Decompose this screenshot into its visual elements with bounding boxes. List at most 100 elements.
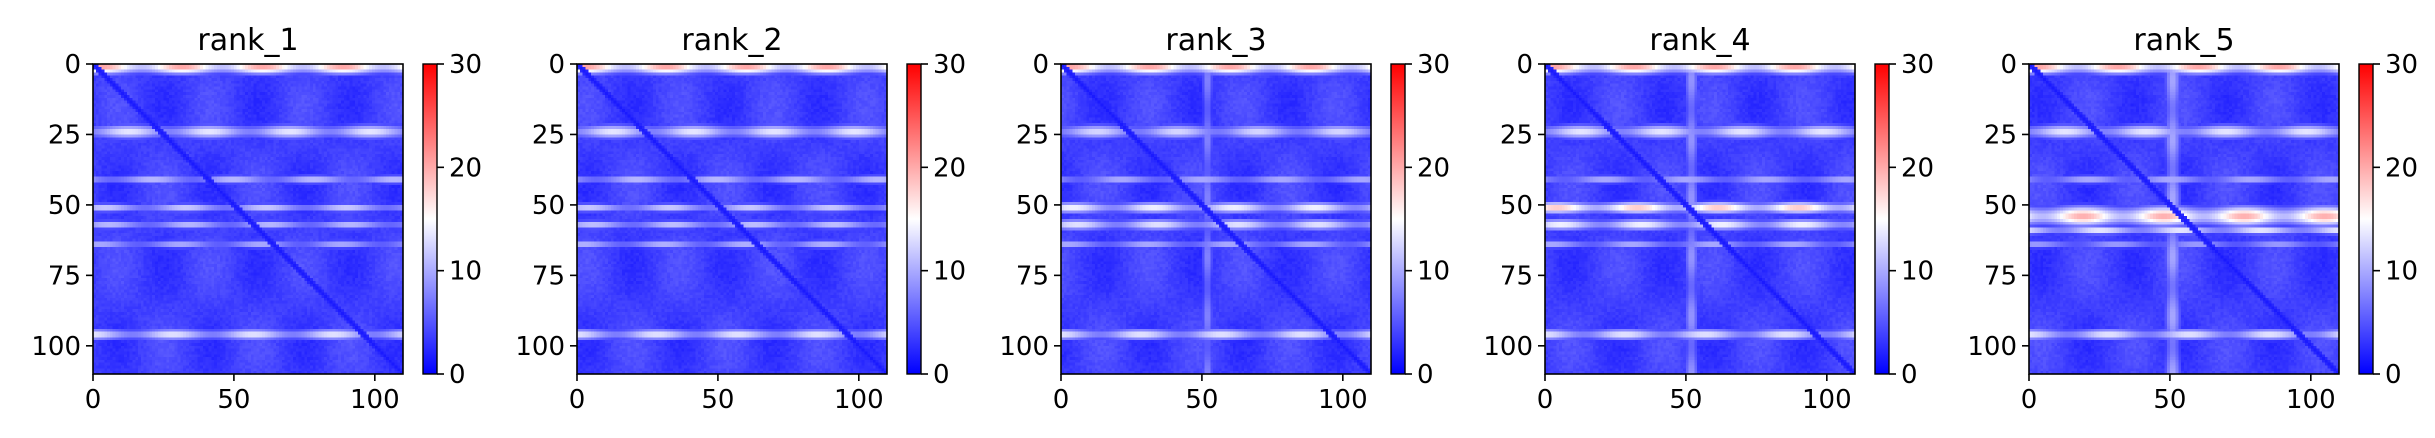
heatmap-cell <box>344 81 347 84</box>
heatmap-cell <box>256 70 259 73</box>
heatmap-cell <box>228 132 231 135</box>
heatmap-cell <box>248 101 251 104</box>
heatmap-cell <box>180 126 183 129</box>
heatmap-cell <box>163 115 166 118</box>
heatmap-cell <box>116 154 119 157</box>
heatmap-cell <box>378 118 381 121</box>
heatmap-cell <box>395 67 398 70</box>
heatmap-cell <box>217 72 220 75</box>
heatmap-cell <box>335 67 338 70</box>
heatmap-cell <box>225 120 228 123</box>
heatmap-cell <box>245 115 248 118</box>
heatmap-cell <box>259 146 262 149</box>
heatmap-cell <box>211 78 214 81</box>
heatmap-cell <box>240 78 243 81</box>
heatmap-cell <box>324 112 327 115</box>
heatmap-cell <box>392 89 395 92</box>
heatmap-cell <box>265 112 268 115</box>
heatmap-cell <box>321 89 324 92</box>
heatmap-cell <box>135 118 138 121</box>
heatmap-cell <box>296 109 299 112</box>
heatmap-cell <box>203 75 206 78</box>
heatmap-cell <box>169 103 172 106</box>
heatmap-cell <box>240 81 243 84</box>
heatmap-cell <box>186 132 189 135</box>
heatmap-cell <box>217 134 220 137</box>
heatmap-cell <box>130 126 133 129</box>
heatmap-cell <box>254 115 257 118</box>
heatmap-cell <box>138 137 141 140</box>
heatmap-cell <box>206 118 209 121</box>
heatmap-cell <box>369 123 372 126</box>
heatmap-cell <box>285 109 288 112</box>
heatmap-cell <box>316 154 319 157</box>
heatmap-cell <box>324 70 327 73</box>
heatmap-cell <box>155 129 158 132</box>
heatmap-cell <box>110 109 113 112</box>
heatmap-cell <box>254 112 257 115</box>
heatmap-cell <box>304 78 307 81</box>
heatmap-cell <box>285 118 288 121</box>
heatmap-cell <box>296 132 299 135</box>
heatmap-cell <box>327 92 330 95</box>
heatmap-cell <box>335 109 338 112</box>
heatmap-cell <box>149 84 152 87</box>
heatmap-cell <box>369 109 372 112</box>
heatmap-cell <box>200 98 203 101</box>
heatmap-cell <box>127 109 130 112</box>
heatmap-cell <box>169 151 172 154</box>
heatmap-cell <box>121 143 124 146</box>
heatmap-cell <box>318 120 321 123</box>
heatmap-cell <box>304 149 307 152</box>
heatmap-cell <box>220 81 223 84</box>
heatmap-cell <box>206 98 209 101</box>
heatmap-cell <box>152 72 155 75</box>
heatmap-cell <box>248 146 251 149</box>
heatmap-cell <box>302 140 305 143</box>
heatmap-cell <box>225 92 228 95</box>
heatmap-cell <box>389 140 392 143</box>
heatmap-cell <box>209 129 212 132</box>
heatmap-cell <box>197 137 200 140</box>
heatmap-cell <box>144 118 147 121</box>
heatmap-cell <box>344 101 347 104</box>
heatmap-cell <box>375 98 378 101</box>
heatmap-cell <box>130 84 133 87</box>
heatmap-cell <box>214 151 217 154</box>
heatmap-cell <box>113 75 116 78</box>
heatmap-cell <box>290 67 293 70</box>
heatmap-cell <box>268 151 271 154</box>
heatmap-cell <box>194 106 197 109</box>
heatmap-cell <box>318 123 321 126</box>
heatmap-cell <box>118 106 121 109</box>
heatmap-cell <box>101 84 104 87</box>
heatmap-cell <box>220 87 223 90</box>
heatmap-cell <box>287 78 290 81</box>
heatmap-cell <box>217 103 220 106</box>
heatmap-cell <box>318 132 321 135</box>
heatmap-cell <box>324 75 327 78</box>
heatmap-cell <box>256 75 259 78</box>
heatmap-cell <box>302 109 305 112</box>
heatmap-cell <box>101 137 104 140</box>
heatmap-cell <box>285 92 288 95</box>
heatmap-cell <box>141 118 144 121</box>
heatmap-cell <box>259 89 262 92</box>
heatmap-cell <box>166 89 169 92</box>
heatmap-cell <box>279 81 282 84</box>
heatmap-cell <box>369 143 372 146</box>
heatmap-cell <box>149 126 152 129</box>
heatmap-cell <box>378 78 381 81</box>
heatmap-cell <box>189 75 192 78</box>
heatmap-cell <box>310 143 313 146</box>
heatmap-cell <box>344 115 347 118</box>
heatmap-cell <box>245 118 248 121</box>
heatmap-cell <box>141 78 144 81</box>
heatmap-cell <box>152 95 155 98</box>
heatmap-cell <box>304 101 307 104</box>
heatmap-cell <box>248 137 251 140</box>
heatmap-cell <box>186 92 189 95</box>
heatmap-cell <box>175 137 178 140</box>
heatmap-cell <box>366 72 369 75</box>
heatmap-cell <box>209 154 212 157</box>
